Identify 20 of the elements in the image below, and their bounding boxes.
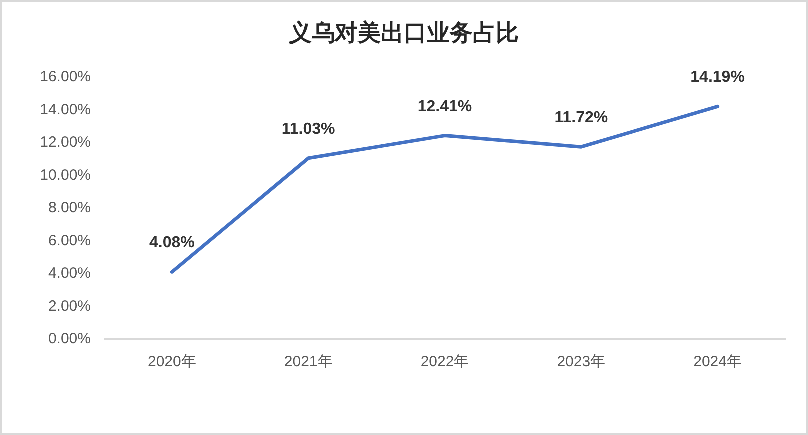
y-tick-label: 8.00% [48,200,91,216]
x-tick-label: 2022年 [420,354,470,370]
title: 义乌对美出口业务占比 [289,20,519,46]
y-tick-label: 16.00% [40,68,91,86]
y-tick-label: 14.00% [40,101,91,118]
text: 14.19% [690,69,745,86]
text: 4.08% [150,234,195,252]
y-tick-label: 6.00% [48,232,91,250]
x-tick-label: 2020年 [148,354,196,370]
y-tick-label: 4.00% [48,265,91,282]
y-tick-label: 12.00% [40,134,91,151]
x-tick-label: 2021年 [284,354,333,370]
text: 11.03% [282,120,336,138]
text: 11.72% [554,110,608,127]
y-tick-label: 2.00% [48,298,91,315]
x-tick-label: 2024年 [694,354,742,370]
x-tick-label: 2023年 [557,354,606,370]
y-tick-label: 0.00% [48,330,91,348]
text: 12.41% [418,98,472,116]
y-tick-label: 10.00% [40,166,91,184]
